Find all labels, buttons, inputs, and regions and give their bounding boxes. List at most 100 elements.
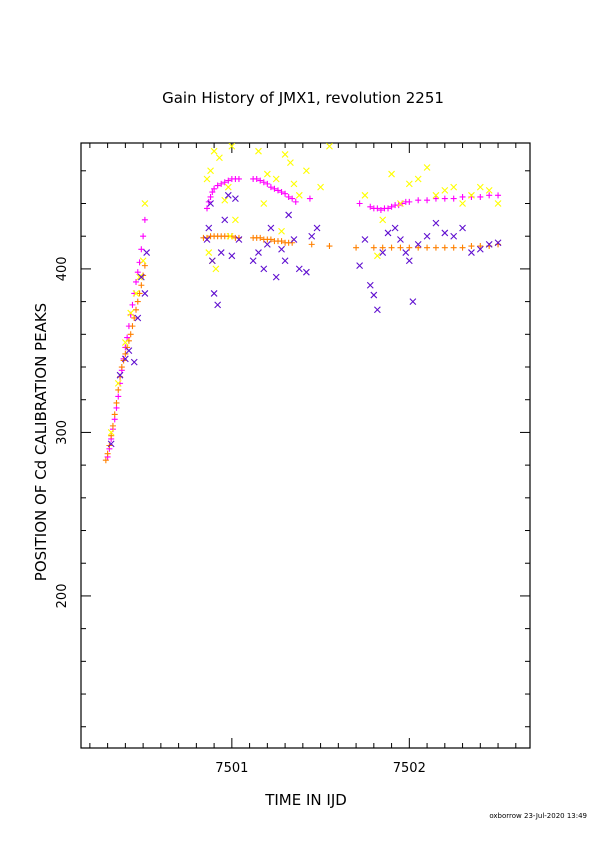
data-point (494, 239, 502, 247)
plot-frame (80, 142, 531, 749)
data-point (260, 200, 268, 207)
data-point (249, 257, 257, 265)
data-point (459, 244, 466, 251)
data-point (263, 240, 271, 248)
data-point (228, 252, 236, 260)
series-0 (104, 175, 502, 460)
data-point (290, 180, 298, 188)
data-point (441, 195, 448, 202)
data-point (221, 216, 229, 224)
y-tick-label: 400 (55, 256, 70, 281)
data-point (459, 200, 466, 207)
data-point (129, 301, 136, 308)
data-point (450, 232, 458, 240)
data-point (356, 262, 364, 270)
data-point (272, 273, 280, 281)
data-point (281, 257, 289, 265)
data-point (414, 175, 422, 183)
data-point (308, 232, 316, 240)
data-point (134, 298, 141, 305)
data-point (373, 306, 381, 314)
data-point (282, 190, 289, 197)
data-point (424, 244, 431, 251)
data-point (441, 244, 448, 251)
data-point (210, 147, 218, 155)
data-point (212, 265, 220, 273)
axis-ticks (81, 143, 530, 748)
data-point (274, 187, 281, 194)
data-point (415, 244, 422, 251)
data-point (423, 164, 431, 171)
data-point (217, 249, 225, 256)
y-tick-label: 200 (55, 584, 70, 609)
data-point (143, 249, 151, 256)
data-point (476, 245, 484, 253)
data-point (207, 167, 214, 175)
data-point (397, 200, 404, 207)
tick-labels: 7501 7502 200 300 400 (55, 256, 426, 776)
data-point (141, 216, 148, 223)
data-point (306, 195, 313, 202)
data-point (278, 189, 285, 196)
data-point (486, 192, 493, 199)
data-point (366, 281, 374, 289)
data-point (133, 278, 140, 285)
data-point (326, 142, 333, 150)
data-point (278, 245, 285, 253)
data-point (424, 197, 431, 204)
data-point (133, 306, 140, 313)
data-point (379, 249, 387, 256)
data-point (459, 193, 466, 200)
data-point (374, 205, 381, 212)
data-point (414, 240, 422, 248)
data-point (285, 193, 292, 200)
data-point (289, 195, 296, 202)
data-point (495, 192, 502, 199)
data-point (313, 224, 321, 232)
data-point (125, 347, 133, 355)
data-point (122, 350, 129, 357)
data-point (207, 200, 214, 207)
data-point (391, 224, 399, 232)
data-point (402, 249, 410, 256)
data-point (295, 265, 303, 273)
data-point (388, 203, 395, 210)
data-point (409, 298, 417, 305)
data-point (232, 195, 239, 202)
data-point (267, 224, 275, 232)
data-point (260, 179, 267, 186)
data-point (214, 182, 221, 189)
data-point (115, 393, 122, 400)
data-point (104, 450, 111, 457)
data-point (317, 183, 324, 191)
data-point (356, 200, 363, 207)
data-point (211, 185, 218, 192)
data-point (272, 175, 280, 183)
data-point (281, 151, 289, 158)
series-3 (107, 191, 502, 448)
data-point (131, 314, 138, 321)
data-point (397, 236, 404, 243)
data-point (129, 323, 136, 330)
data-point (370, 291, 378, 299)
data-point (121, 339, 129, 346)
data-point (205, 249, 213, 256)
data-point (124, 334, 131, 341)
data-point (137, 273, 145, 281)
data-point (257, 234, 264, 241)
chart-title: Gain History of JMX1, revolution 2251 (162, 89, 444, 107)
data-point (278, 238, 285, 245)
y-tick-label: 300 (55, 420, 70, 445)
data-point (432, 191, 440, 199)
data-point (361, 236, 369, 243)
data-point (205, 224, 213, 232)
data-point (302, 167, 310, 175)
data-point (228, 142, 236, 150)
data-point (485, 240, 493, 248)
data-point (118, 364, 125, 371)
data-points (102, 142, 502, 464)
data-point (423, 232, 431, 240)
data-point (109, 422, 116, 429)
data-point (121, 355, 129, 363)
data-point (218, 180, 225, 187)
